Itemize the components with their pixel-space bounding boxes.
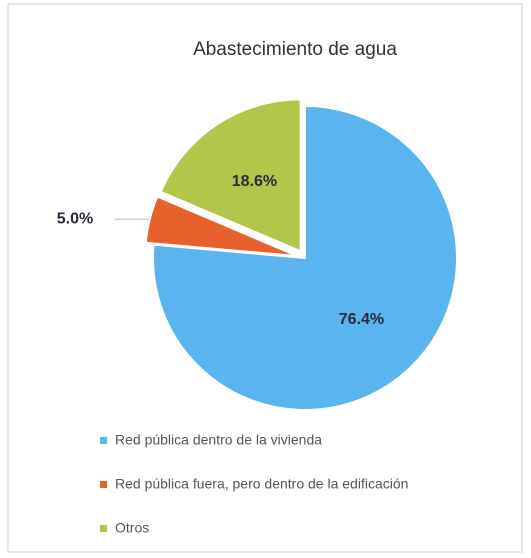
legend-swatch bbox=[100, 437, 107, 444]
legend-label: Red pública fuera, pero dentro de la edi… bbox=[115, 476, 408, 492]
value-label: 18.6% bbox=[232, 173, 277, 190]
pie-slice bbox=[144, 195, 298, 258]
chart-title: Abastecimiento de agua bbox=[193, 39, 397, 60]
pie-slice bbox=[159, 98, 302, 253]
value-label: 5.0% bbox=[57, 210, 93, 227]
legend-label: Red pública dentro de la vivienda bbox=[115, 432, 322, 448]
legend-swatch bbox=[100, 481, 107, 488]
value-label: 76.4% bbox=[339, 311, 384, 328]
legend-label: Otros bbox=[115, 520, 149, 536]
legend-swatch bbox=[100, 525, 107, 532]
pie-slice bbox=[152, 104, 458, 411]
